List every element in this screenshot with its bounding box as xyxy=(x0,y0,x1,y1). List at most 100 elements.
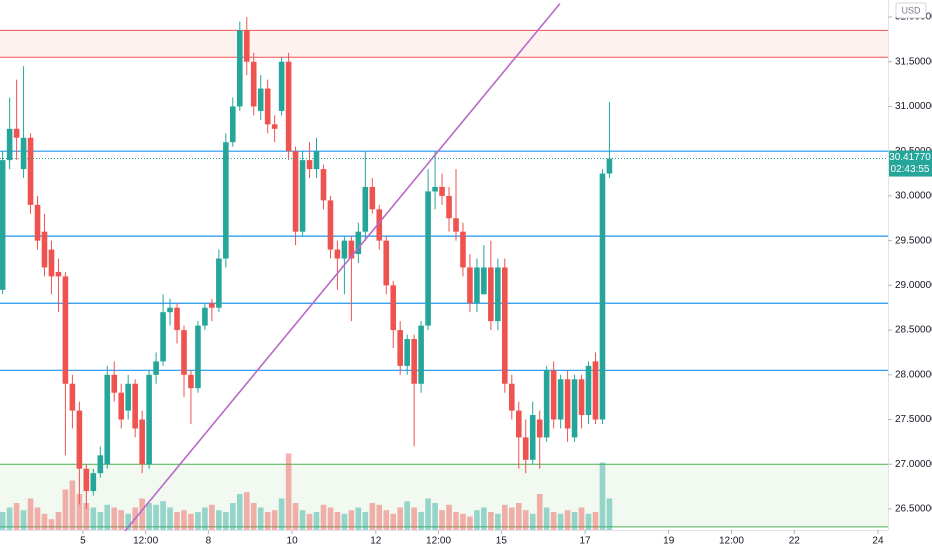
volume-bar xyxy=(216,510,222,530)
x-tick-label: 19 xyxy=(663,536,675,547)
volume-bar xyxy=(439,510,445,530)
y-tick-label: 28.00000 xyxy=(895,369,932,380)
time-axis-bg xyxy=(0,531,932,550)
volume-bar xyxy=(271,510,278,530)
volume-bar xyxy=(313,512,320,530)
volume-bar xyxy=(536,494,543,530)
candle-body xyxy=(125,383,131,411)
candle-body xyxy=(508,383,515,411)
candle-body xyxy=(446,195,452,219)
zone xyxy=(0,30,888,58)
candle-body xyxy=(606,158,613,174)
volume-bar xyxy=(543,507,550,530)
candle-body xyxy=(229,106,236,143)
volume-bar xyxy=(502,504,508,530)
candle-body xyxy=(474,267,480,304)
candle-body xyxy=(460,231,466,268)
volume-bar xyxy=(111,507,118,530)
candle-body xyxy=(557,379,564,420)
volume-bar xyxy=(481,507,487,530)
candle-body xyxy=(83,468,90,492)
candle-body xyxy=(257,88,264,111)
candle-body xyxy=(341,240,348,259)
candle-body xyxy=(0,160,6,290)
volume-bar xyxy=(460,513,466,530)
y-tick-label: 29.50000 xyxy=(895,235,932,246)
candle-body xyxy=(543,370,550,438)
candle-body xyxy=(264,88,271,125)
candle-body xyxy=(250,61,257,107)
volume-bar xyxy=(6,507,13,530)
trend-line xyxy=(124,3,561,532)
candle-body xyxy=(6,128,13,161)
volume-bar xyxy=(474,510,480,530)
zone xyxy=(0,464,888,527)
volume-bar xyxy=(299,510,306,530)
candle-body xyxy=(411,339,417,384)
candle-body xyxy=(502,267,508,384)
candle-body xyxy=(481,267,487,295)
candle-body xyxy=(453,218,459,232)
candle-body xyxy=(592,361,599,420)
volume-bar xyxy=(432,503,438,530)
candle-body xyxy=(522,437,529,460)
candle-body xyxy=(104,374,111,465)
volume-bar xyxy=(327,507,334,530)
volume-bar xyxy=(571,512,578,530)
candle-body xyxy=(41,231,48,268)
volume-bar xyxy=(522,510,529,530)
candle-body xyxy=(188,374,194,389)
candle-body xyxy=(564,379,571,429)
volume-bar xyxy=(264,512,271,530)
candle-body xyxy=(243,30,250,62)
volume-bar xyxy=(34,507,41,530)
candle-body xyxy=(34,204,41,241)
volume-bar xyxy=(181,510,187,530)
volume-bar xyxy=(236,494,243,530)
candle-body xyxy=(223,142,229,259)
candle-body xyxy=(432,186,438,192)
volume-bar xyxy=(292,503,299,530)
y-tick-label: 31.50000 xyxy=(895,56,932,67)
volume-bar xyxy=(62,489,69,530)
candle-body xyxy=(181,330,187,375)
x-tick-label: 12:00 xyxy=(133,536,158,547)
candle-body xyxy=(202,307,208,326)
candle-body xyxy=(369,186,376,210)
candle-body xyxy=(209,303,215,308)
volume-bar xyxy=(104,504,111,530)
volume-bar xyxy=(250,503,257,530)
volume-bar xyxy=(306,513,313,530)
candle-body xyxy=(425,191,431,326)
volume-bar xyxy=(13,503,20,530)
candle-body xyxy=(536,419,543,438)
currency-badge xyxy=(895,2,927,19)
candle-body xyxy=(439,186,445,196)
candle-body xyxy=(390,285,397,331)
x-tick-label: 17 xyxy=(579,536,591,547)
volume-bar xyxy=(20,510,27,530)
volume-bar xyxy=(348,510,355,530)
volume-bar xyxy=(578,507,585,530)
volume-bar xyxy=(341,513,348,530)
volume-bar xyxy=(585,513,592,530)
y-tick-label: 31.00000 xyxy=(895,101,932,112)
candle-body xyxy=(69,383,76,411)
candle-body xyxy=(467,267,473,304)
volume-bar xyxy=(550,512,557,530)
y-tick-label: 30.00000 xyxy=(895,191,932,202)
y-tick-label: 27.50000 xyxy=(895,414,932,425)
candle-body xyxy=(529,415,536,460)
volume-bar xyxy=(285,453,292,530)
volume-bar xyxy=(495,513,501,530)
candle-body xyxy=(299,160,306,232)
candle-body xyxy=(376,209,383,241)
candle-body xyxy=(585,365,592,416)
candle-body xyxy=(111,374,118,393)
volume-bar xyxy=(83,503,90,530)
candle-body xyxy=(495,267,501,322)
candle-body xyxy=(550,370,557,420)
volume-bar xyxy=(425,498,431,530)
